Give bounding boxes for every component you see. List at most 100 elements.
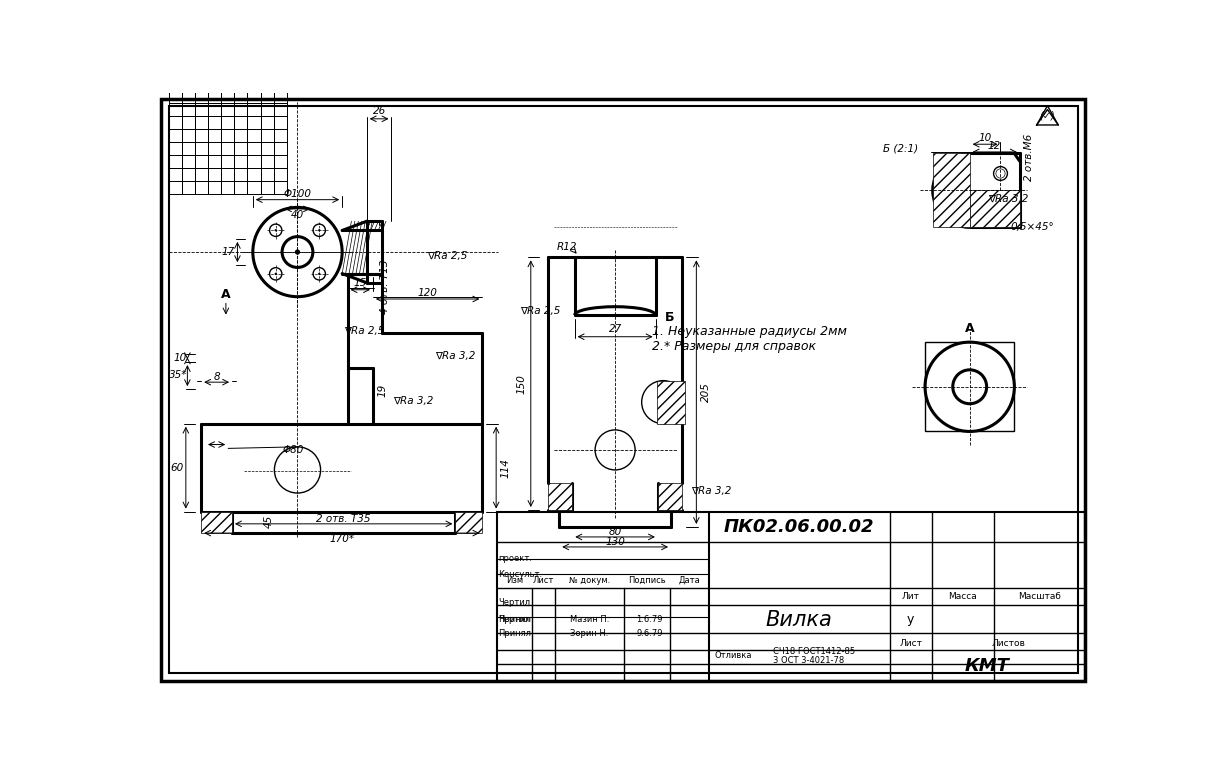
Text: ∇Ra 3,2: ∇Ra 3,2 <box>989 194 1029 204</box>
Bar <box>221 142 235 155</box>
Bar <box>247 155 260 168</box>
Text: Дата: Дата <box>679 576 700 584</box>
Text: ПК02.06.00.02: ПК02.06.00.02 <box>724 518 874 536</box>
Text: Чертил: Чертил <box>499 598 530 608</box>
Text: 130: 130 <box>606 537 625 547</box>
Bar <box>235 129 247 142</box>
Bar <box>201 512 232 533</box>
Text: Подпись: Подпись <box>629 576 666 584</box>
Bar <box>208 103 221 116</box>
Bar <box>182 142 195 155</box>
Bar <box>195 116 208 129</box>
Text: 60: 60 <box>170 462 184 472</box>
Bar <box>221 116 235 129</box>
Bar <box>182 90 195 103</box>
Bar <box>195 181 208 195</box>
Bar <box>260 142 274 155</box>
Bar <box>208 181 221 195</box>
Bar <box>195 168 208 181</box>
Bar <box>169 181 182 195</box>
Text: 3 ОСТ 3-4021-78: 3 ОСТ 3-4021-78 <box>772 656 844 665</box>
Text: Φ100: Φ100 <box>283 188 311 198</box>
Bar <box>260 116 274 129</box>
Text: 15: 15 <box>354 278 367 288</box>
Text: А: А <box>964 322 974 335</box>
Text: 205: 205 <box>700 382 710 402</box>
Bar <box>195 155 208 168</box>
Circle shape <box>275 273 277 275</box>
Bar <box>274 181 287 195</box>
Bar <box>657 381 685 424</box>
Bar <box>195 142 208 155</box>
Bar <box>195 103 208 116</box>
Bar <box>221 103 235 116</box>
Bar <box>182 181 195 195</box>
Bar <box>247 181 260 195</box>
Text: Принял: Принял <box>499 629 531 638</box>
Bar <box>208 116 221 129</box>
Bar <box>235 181 247 195</box>
Text: 2 отв.М6: 2 отв.М6 <box>1024 134 1034 181</box>
Bar <box>969 191 1020 228</box>
Bar <box>169 116 182 129</box>
Bar <box>247 142 260 155</box>
Bar <box>182 103 195 116</box>
Bar <box>195 90 208 103</box>
Text: 114: 114 <box>501 458 511 478</box>
Bar <box>274 142 287 155</box>
Text: (✓): (✓) <box>1040 110 1055 120</box>
Bar <box>658 483 682 510</box>
Bar <box>208 129 221 142</box>
Text: 12: 12 <box>987 141 1001 151</box>
Bar <box>235 90 247 103</box>
Text: 8: 8 <box>213 372 220 382</box>
Bar <box>182 129 195 142</box>
Text: Зорин Н.: Зорин Н. <box>570 629 608 638</box>
Text: 1. Неуказанные радиусы 2мм: 1. Неуказанные радиусы 2мм <box>652 325 846 338</box>
Text: Б: Б <box>665 311 674 324</box>
Text: ∇Ra 3,2: ∇Ra 3,2 <box>393 395 433 405</box>
Bar <box>169 90 182 103</box>
Text: Принял: Принял <box>499 615 531 625</box>
Bar <box>221 155 235 168</box>
Text: у: у <box>907 614 914 626</box>
Text: 27: 27 <box>608 324 621 334</box>
Text: 9.6.79: 9.6.79 <box>636 629 663 638</box>
Circle shape <box>275 229 277 232</box>
Text: 120: 120 <box>417 288 438 298</box>
Bar <box>169 155 182 168</box>
Circle shape <box>295 250 299 254</box>
Bar <box>274 129 287 142</box>
Text: Отливка: Отливка <box>715 652 753 660</box>
Bar <box>247 90 260 103</box>
Text: 4 отв. Τ13: 4 отв. Τ13 <box>381 259 390 314</box>
Bar <box>235 116 247 129</box>
Bar <box>195 129 208 142</box>
Text: Лист: Лист <box>900 639 922 648</box>
Bar <box>247 129 260 142</box>
Text: 1.6.79: 1.6.79 <box>636 615 663 625</box>
Bar <box>274 116 287 129</box>
Bar <box>169 103 182 116</box>
Bar <box>221 181 235 195</box>
Text: Чертил: Чертил <box>499 615 530 625</box>
Text: 26: 26 <box>372 106 385 116</box>
Bar <box>208 90 221 103</box>
Text: 150: 150 <box>517 374 527 394</box>
Bar <box>274 90 287 103</box>
Bar <box>169 129 182 142</box>
Bar <box>247 103 260 116</box>
Bar <box>260 129 274 142</box>
Bar <box>182 168 195 181</box>
Bar <box>208 168 221 181</box>
Bar <box>260 103 274 116</box>
Bar <box>182 155 195 168</box>
Bar <box>235 142 247 155</box>
Text: ∇Ra 3,2: ∇Ra 3,2 <box>691 486 731 496</box>
Text: Масса: Масса <box>948 591 978 601</box>
Bar <box>247 116 260 129</box>
Text: 40: 40 <box>291 210 304 220</box>
Text: ∇Ra 2,5: ∇Ra 2,5 <box>520 306 561 317</box>
Text: Изм: Изм <box>506 576 523 584</box>
Bar <box>208 142 221 155</box>
